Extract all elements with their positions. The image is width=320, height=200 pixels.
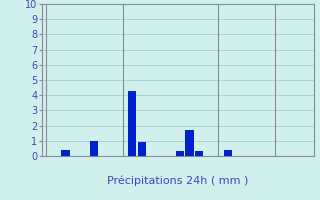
Bar [138,142,146,156]
Bar [128,91,136,156]
Bar [195,151,203,156]
Bar [186,130,194,156]
Bar [224,150,232,156]
Bar [90,141,98,156]
Bar [176,151,184,156]
Bar [61,150,69,156]
X-axis label: Précipitations 24h ( mm ): Précipitations 24h ( mm ) [107,175,248,186]
